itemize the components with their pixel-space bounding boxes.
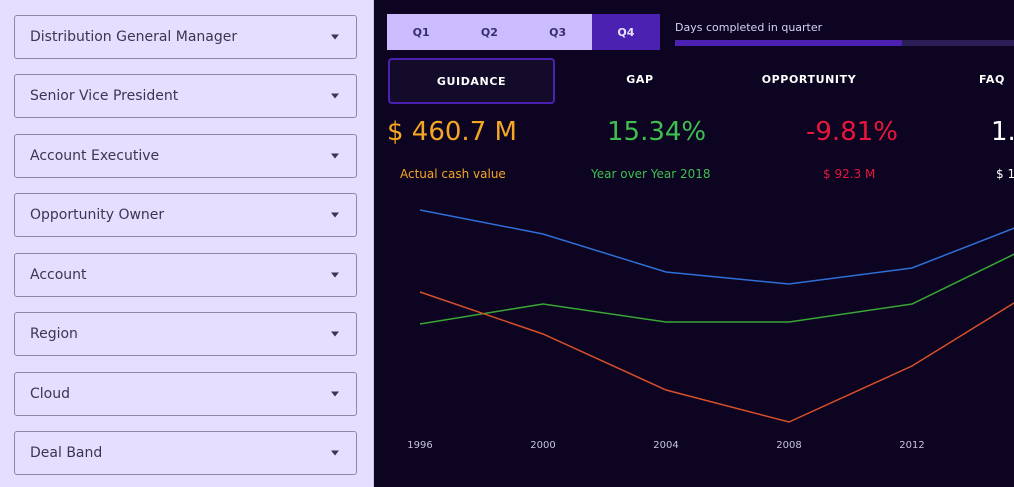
filter-label: Region	[30, 326, 78, 342]
filter-label: Deal Band	[30, 445, 103, 461]
chevron-down-icon	[331, 331, 339, 337]
chevron-down-icon	[331, 153, 339, 159]
chevron-down-icon	[331, 391, 339, 397]
chevron-down-icon	[331, 450, 339, 456]
filter-label: Distribution General Manager	[30, 29, 238, 45]
x-tick-label: 1996	[407, 440, 432, 451]
x-tick-label: 2012	[899, 440, 924, 451]
quarter-q2-button[interactable]: Q2	[455, 14, 524, 50]
filter-cloud[interactable]: Cloud	[14, 372, 357, 416]
filter-distribution-general-manager[interactable]: Distribution General Manager	[14, 15, 357, 59]
metric-yoy-label: Year over Year 2018	[591, 167, 711, 181]
x-tick-label: 2008	[776, 440, 801, 451]
tab-gap[interactable]: GAP	[626, 72, 654, 86]
tab-faq[interactable]: FAQ	[979, 72, 1005, 86]
filter-opportunity-owner[interactable]: Opportunity Owner	[14, 193, 357, 237]
progress-bar	[675, 40, 1014, 46]
filter-sidebar: Distribution General Manager Senior Vice…	[0, 0, 374, 487]
metric-extra-label: $ 1	[996, 167, 1014, 181]
filter-region[interactable]: Region	[14, 312, 357, 356]
filter-label: Cloud	[30, 386, 70, 402]
metric-gap-value: -9.81%	[806, 117, 898, 147]
chevron-down-icon	[331, 34, 339, 40]
tab-opportunity[interactable]: OPPORTUNITY	[761, 72, 857, 86]
metric-yoy-value: 15.34%	[607, 117, 707, 147]
metric-cash-label: Actual cash value	[400, 167, 506, 181]
chevron-down-icon	[331, 272, 339, 278]
chevron-down-icon	[331, 212, 339, 218]
filter-deal-band[interactable]: Deal Band	[14, 431, 357, 475]
trend-line-chart: 1996 2000 2004 2008 2012	[407, 209, 1014, 451]
tab-guidance[interactable]: GUIDANCE	[388, 58, 555, 104]
quarter-q4-button[interactable]: Q4	[591, 14, 660, 50]
quarter-q1-button[interactable]: Q1	[387, 14, 456, 50]
filter-account[interactable]: Account	[14, 253, 357, 297]
metric-extra-value: 1.	[991, 117, 1014, 147]
progress-label: Days completed in quarter	[675, 21, 823, 34]
series-line-0	[419, 209, 1014, 285]
series-line-1	[419, 253, 1014, 325]
x-tick-label: 2000	[530, 440, 555, 451]
progress-fill	[675, 40, 903, 46]
x-tick-label: 2004	[653, 440, 678, 451]
filter-senior-vice-president[interactable]: Senior Vice President	[14, 74, 357, 118]
filter-label: Opportunity Owner	[30, 207, 165, 223]
metric-gap-label: $ 92.3 M	[823, 167, 876, 181]
filter-label: Account	[30, 267, 87, 283]
quarter-q3-button[interactable]: Q3	[523, 14, 592, 50]
filter-label: Account Executive	[30, 148, 160, 164]
dashboard-panel: Q1 Q2 Q3 Q4 Days completed in quarter GU…	[374, 0, 1014, 487]
chevron-down-icon	[331, 93, 339, 99]
series-line-2	[419, 291, 1014, 423]
filter-label: Senior Vice President	[30, 88, 179, 104]
tab-bar: GUIDANCE GAP OPPORTUNITY FAQ	[387, 58, 1014, 104]
filter-account-executive[interactable]: Account Executive	[14, 134, 357, 178]
quarter-selector: Q1 Q2 Q3 Q4	[387, 14, 660, 50]
metric-cash-value: $ 460.7 M	[387, 117, 517, 147]
